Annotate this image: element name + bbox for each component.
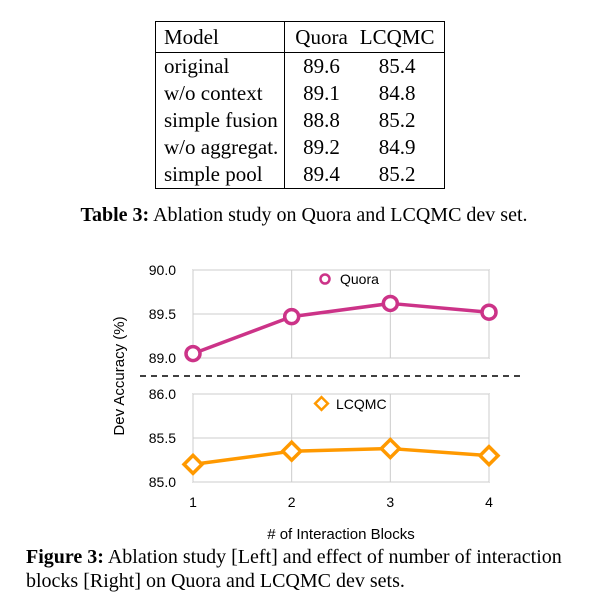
data-point-quora	[480, 303, 498, 321]
cell-model: simple pool	[155, 161, 286, 189]
data-point-lcqmc	[477, 444, 501, 468]
header-quora: Quora	[284, 21, 352, 53]
cell-quora: 88.8	[303, 108, 340, 132]
y-tick-label: 89.0	[149, 350, 176, 366]
cell-lcqmc: 85.4	[378, 54, 416, 78]
table-row: simple pool 89.4 85.2	[155, 161, 445, 189]
legend-lcqmc: LCQMC	[313, 395, 387, 412]
cell-model: original	[155, 52, 286, 80]
cell-lcqmc: 84.9	[378, 135, 416, 159]
data-point-lcqmc	[181, 452, 205, 476]
data-point-quora	[184, 344, 202, 363]
data-point-lcqmc	[378, 437, 402, 461]
cell-model: w/o aggregat.	[155, 134, 286, 161]
cell-quora: 89.4	[303, 162, 340, 186]
y-tick-label: 85.5	[149, 430, 176, 446]
data-point-quora	[282, 307, 301, 326]
cell-lcqmc: 84.8	[378, 81, 416, 105]
table-row: w/o aggregat. 89.2 84.9	[155, 134, 445, 161]
cell-model: w/o context	[155, 80, 286, 107]
table-row: w/o context 89.1 84.8	[155, 80, 445, 107]
table-row: simple fusion 88.8 85.2	[155, 107, 445, 134]
table-row: original 89.6 85.4	[155, 52, 445, 80]
legend-quora-marker	[319, 273, 331, 285]
y-tick-label: 85.0	[149, 474, 176, 490]
legend-quora-label: Quora	[340, 271, 379, 287]
x-axis-label: # of Interaction Blocks	[267, 526, 415, 543]
x-tick-label: 2	[288, 494, 296, 510]
ablation-table: Model Quora LCQMC original 89.6 85.4 w/o…	[155, 21, 446, 189]
y-axis-label: Dev Accuracy (%)	[111, 316, 128, 435]
legend-lcqmc-label: LCQMC	[336, 396, 387, 412]
cell-quora: 89.2	[303, 135, 340, 159]
cell-lcqmc: 85.2	[378, 162, 416, 186]
figure-caption-label: Figure 3:	[26, 546, 104, 568]
legend-lcqmc-marker	[313, 395, 330, 412]
series-line-quora	[192, 301, 490, 356]
data-point-lcqmc	[280, 439, 304, 463]
x-tick-label: 1	[189, 494, 197, 510]
header-model: Model	[155, 21, 286, 53]
table-caption-text: Ablation study on Quora and LCQMC dev se…	[153, 204, 528, 226]
cell-lcqmc: 85.2	[378, 108, 416, 132]
table-caption: Table 3: Ablation study on Quora and LCQ…	[0, 204, 608, 227]
y-tick-label: 86.0	[149, 386, 176, 402]
y-tick-label: 90.0	[149, 262, 176, 278]
accuracy-chart: 89.0 89.5 90.0 85.0 85.5 86.0 1 2 3 4 Quora LCQMC…	[111, 262, 520, 543]
data-point-quora	[381, 294, 400, 313]
x-tick-label: 4	[485, 494, 493, 510]
header-lcqmc: LCQMC	[351, 21, 445, 53]
table-caption-label: Table 3:	[80, 204, 150, 226]
cell-quora: 89.6	[303, 54, 340, 78]
figure-caption: Figure 3: Ablation study [Left] and effe…	[26, 545, 586, 593]
cell-model: simple fusion	[155, 107, 286, 134]
figure-caption-text: Ablation study [Left] and effect of numb…	[26, 546, 562, 592]
x-tick-label: 3	[386, 494, 394, 510]
cell-quora: 89.1	[303, 81, 340, 105]
y-tick-label: 89.5	[149, 306, 176, 322]
series-line-lcqmc	[192, 446, 490, 467]
legend-quora: Quora	[319, 271, 379, 287]
table-header-row: Model Quora LCQMC	[155, 21, 445, 53]
